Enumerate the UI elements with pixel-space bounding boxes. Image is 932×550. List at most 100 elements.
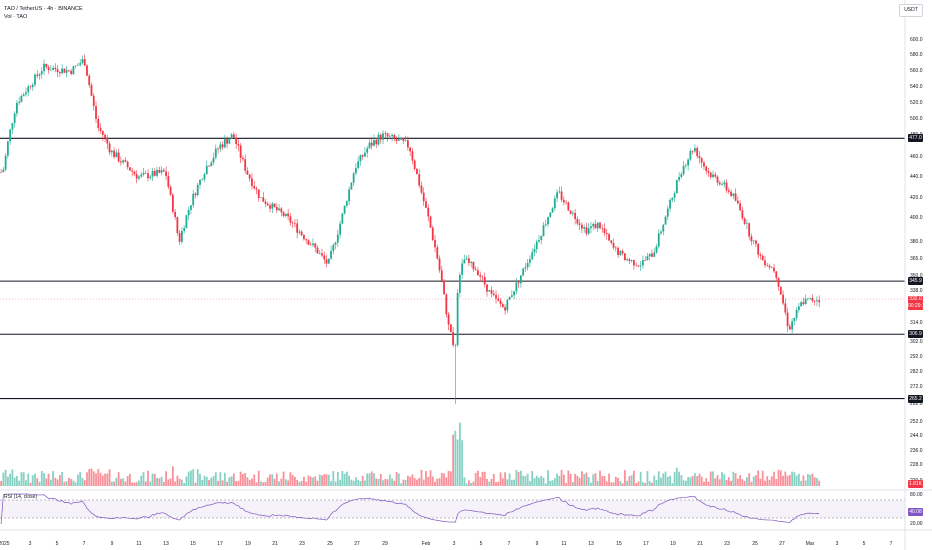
candle-body xyxy=(253,185,256,189)
candle-body xyxy=(126,161,129,168)
candle-body xyxy=(16,102,18,114)
candle-body xyxy=(773,267,775,272)
volume-bar xyxy=(596,480,599,486)
volume-bar xyxy=(58,475,61,486)
volume-bar xyxy=(187,471,190,486)
candle-body xyxy=(124,160,127,162)
volume-bar xyxy=(540,475,543,486)
volume-bar xyxy=(671,483,674,486)
volume-bar xyxy=(230,476,233,486)
volume-bar xyxy=(587,476,590,486)
candle-body xyxy=(816,300,818,302)
candle-body xyxy=(345,201,348,206)
candle-body xyxy=(377,134,380,145)
candle-body xyxy=(257,189,260,198)
volume-bar xyxy=(793,472,796,486)
volume-bar xyxy=(470,482,473,486)
volume-bar xyxy=(723,474,726,486)
volume-bar xyxy=(25,480,27,486)
volume-bar xyxy=(99,472,102,486)
x-tick-label: 23 xyxy=(724,541,730,547)
candle-body xyxy=(284,213,287,217)
volume-bar xyxy=(461,440,464,486)
volume-bar xyxy=(407,475,409,486)
candle-body xyxy=(92,95,95,107)
candle-body xyxy=(149,176,152,179)
volume-bar xyxy=(700,476,703,486)
candle-body xyxy=(739,203,742,211)
volume-bar xyxy=(373,473,375,486)
candle-body xyxy=(734,193,737,201)
candle-body xyxy=(603,228,606,234)
candle-body xyxy=(74,65,77,67)
candle-body xyxy=(517,282,520,284)
candle-body xyxy=(723,182,726,185)
candle-body xyxy=(131,170,134,172)
candle-body xyxy=(635,265,638,266)
volume-bar xyxy=(802,475,805,486)
volume-bar xyxy=(495,482,497,486)
x-tick-label: 23 xyxy=(299,541,305,547)
candle-body xyxy=(54,67,57,70)
candle-body xyxy=(782,294,784,304)
volume-bar xyxy=(562,474,565,486)
volume-bar xyxy=(481,471,484,486)
candle-body xyxy=(662,224,665,232)
volume-bar xyxy=(402,479,405,486)
candle-body xyxy=(9,129,12,142)
volume-bar xyxy=(232,473,235,486)
candle-body xyxy=(298,231,301,233)
candle-body xyxy=(655,246,658,253)
candle-body xyxy=(407,140,409,148)
volume-bar xyxy=(212,476,215,486)
candle-body xyxy=(544,224,547,226)
currency-unit-button[interactable]: USDT xyxy=(899,4,923,17)
volume-bar xyxy=(791,471,793,486)
volume-bar xyxy=(797,473,800,486)
volume-bar xyxy=(108,469,111,486)
candle-body xyxy=(40,71,43,75)
candle-body xyxy=(472,261,475,270)
volume-bar xyxy=(449,471,452,486)
volume-bar xyxy=(612,482,615,486)
volume-bar xyxy=(269,474,271,486)
candle-body xyxy=(239,145,242,158)
volume-bar xyxy=(748,473,751,486)
volume-bar xyxy=(583,474,586,486)
volume-badge: 1.81K xyxy=(908,480,923,488)
volume-bar xyxy=(217,480,219,486)
candle-body xyxy=(619,251,622,256)
volume-bar xyxy=(117,472,120,486)
x-tick-label: 27 xyxy=(354,541,360,547)
volume-bar xyxy=(379,473,382,486)
volume-bar xyxy=(431,476,434,486)
symbol-title[interactable]: TAO / TetherUS · 4h · BINANCE xyxy=(4,6,83,12)
candle-body xyxy=(666,208,669,217)
candle-body xyxy=(673,193,676,198)
candle-body xyxy=(547,217,549,225)
candle-body xyxy=(727,190,730,192)
rsi-title[interactable]: RSI (14, close) xyxy=(4,494,38,500)
candle-body xyxy=(797,306,800,310)
volume-bar xyxy=(271,474,274,486)
y-tick-label: 292.0 xyxy=(910,353,923,360)
volume-bar xyxy=(97,469,100,486)
x-tick-label: 3 xyxy=(28,541,32,547)
candle-body xyxy=(565,202,567,203)
volume-bar xyxy=(79,472,82,486)
volume-bar xyxy=(214,472,217,486)
candle-body xyxy=(416,168,418,175)
volume-bar xyxy=(330,480,332,486)
volume-bar xyxy=(743,480,746,486)
y-tick-label: 600.0 xyxy=(910,36,923,43)
volume-bar xyxy=(278,481,280,486)
volume-bar xyxy=(675,467,678,486)
candle-body xyxy=(350,182,353,190)
candle-body xyxy=(425,201,427,208)
volume-bar xyxy=(370,471,373,486)
candle-body xyxy=(289,216,292,223)
candle-body xyxy=(488,290,491,292)
candle-body xyxy=(590,226,592,229)
candle-body xyxy=(795,309,798,318)
